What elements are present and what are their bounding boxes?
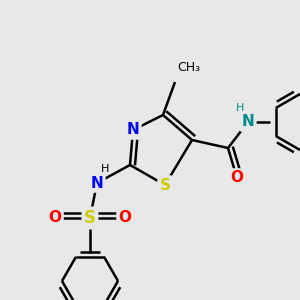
- Text: O: O: [118, 211, 131, 226]
- Text: N: N: [91, 176, 103, 190]
- Text: S: S: [160, 178, 170, 193]
- Text: H: H: [236, 103, 244, 113]
- Text: O: O: [230, 170, 244, 185]
- Text: N: N: [127, 122, 140, 137]
- Text: O: O: [49, 211, 62, 226]
- Text: S: S: [84, 209, 96, 227]
- Text: H: H: [101, 164, 109, 174]
- Text: CH₃: CH₃: [177, 61, 200, 74]
- Text: N: N: [242, 115, 254, 130]
